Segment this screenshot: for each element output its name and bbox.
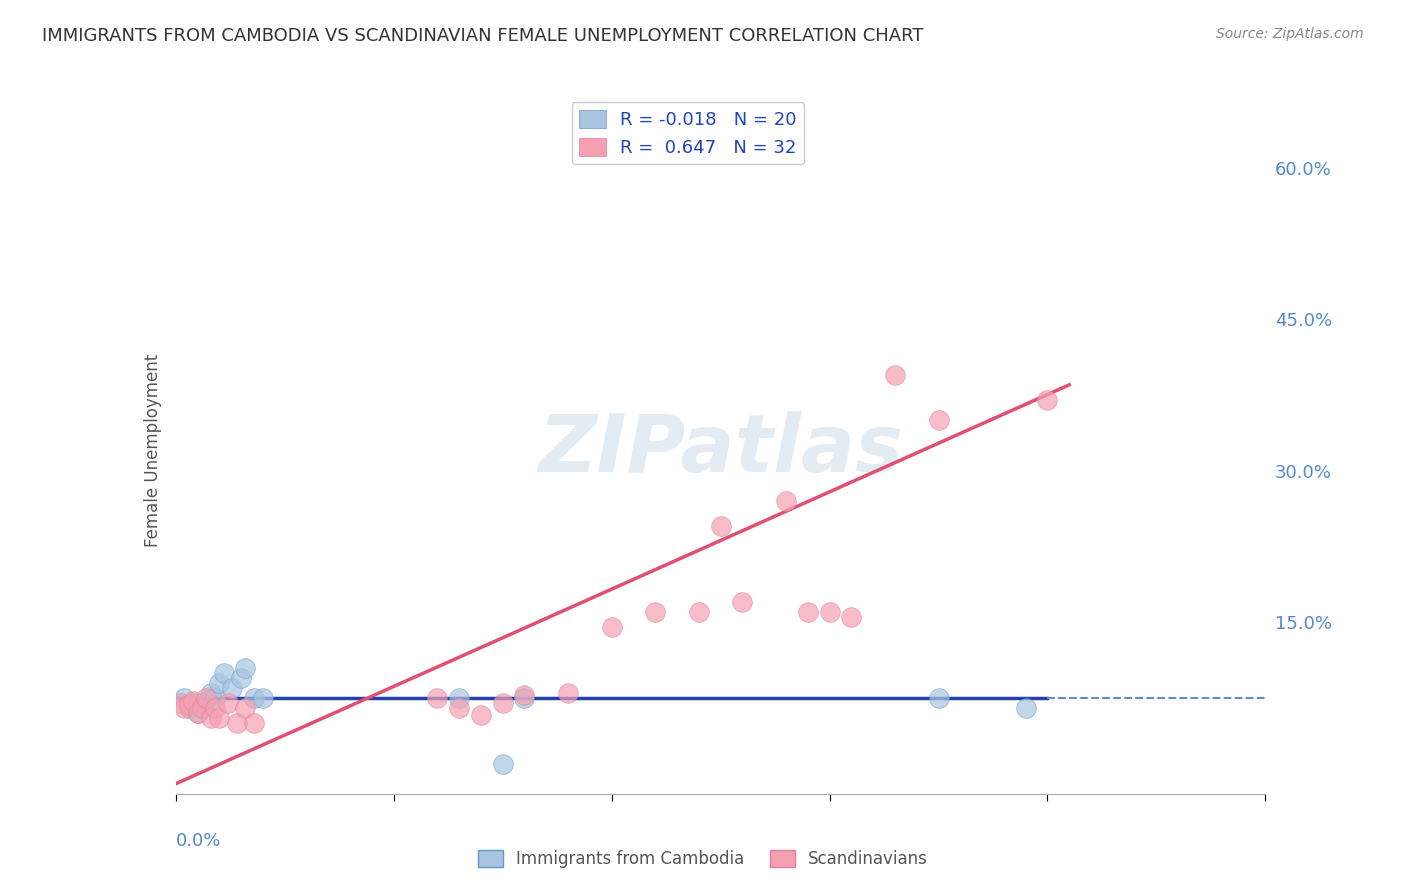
Point (177, 701, 200, 715)
Point (492, 696, 515, 710)
Point (186, 706, 209, 720)
Point (186, 706, 209, 720)
Text: ZIPatlas: ZIPatlas (538, 411, 903, 490)
Point (818, 605, 841, 619)
Point (208, 711, 231, 725)
Point (710, 519, 733, 533)
Point (644, 605, 666, 619)
Point (191, 701, 214, 715)
Point (173, 690, 195, 705)
Point (447, 690, 470, 705)
Point (204, 690, 226, 705)
Point (796, 605, 818, 619)
Y-axis label: Female Unemployment: Female Unemployment (143, 354, 162, 547)
Point (600, 620, 623, 634)
Point (195, 694, 218, 708)
Point (204, 701, 226, 715)
Point (191, 698, 214, 712)
Point (221, 681, 243, 695)
Point (231, 671, 253, 685)
Point (775, 494, 797, 508)
Point (447, 701, 470, 715)
Point (181, 696, 204, 710)
Point (1015, 701, 1038, 715)
Point (688, 605, 710, 619)
Point (928, 413, 950, 427)
Text: IMMIGRANTS FROM CAMBODIA VS SCANDINAVIAN FEMALE UNEMPLOYMENT CORRELATION CHART: IMMIGRANTS FROM CAMBODIA VS SCANDINAVIAN… (42, 27, 924, 45)
Text: Source: ZipAtlas.com: Source: ZipAtlas.com (1216, 27, 1364, 41)
Point (426, 690, 449, 705)
Point (513, 690, 536, 705)
Legend: Immigrants from Cambodia, Scandinavians: Immigrants from Cambodia, Scandinavians (471, 843, 935, 875)
Point (208, 675, 231, 690)
Point (235, 701, 257, 715)
Point (841, 610, 863, 624)
Point (225, 716, 247, 731)
Point (557, 686, 579, 700)
Point (513, 688, 536, 702)
Point (235, 660, 257, 674)
Point (177, 698, 200, 712)
Legend: R = -0.018   N = 20, R =  0.647   N = 32: R = -0.018 N = 20, R = 0.647 N = 32 (572, 103, 804, 164)
Point (243, 716, 266, 731)
Point (928, 690, 950, 705)
Point (200, 711, 222, 725)
Point (243, 690, 266, 705)
Point (470, 708, 492, 723)
Point (492, 756, 515, 771)
Point (212, 665, 235, 680)
Point (252, 690, 274, 705)
Point (200, 686, 222, 700)
Point (731, 595, 754, 609)
Point (1036, 392, 1059, 407)
Point (173, 701, 195, 715)
Point (169, 696, 191, 710)
Text: 0.0%: 0.0% (176, 831, 221, 850)
Point (884, 368, 907, 382)
Point (217, 696, 239, 710)
Point (195, 690, 218, 705)
Point (181, 694, 204, 708)
